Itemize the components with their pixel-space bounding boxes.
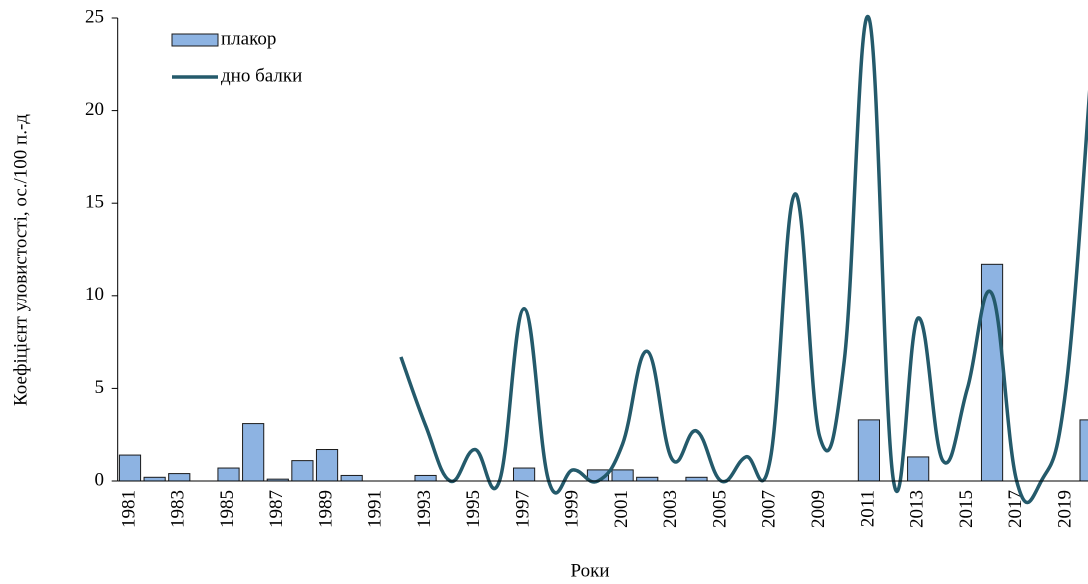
x-tick-label: 2009 <box>808 490 829 528</box>
y-tick-label: 20 <box>85 99 104 120</box>
x-tick-label: 1989 <box>315 490 336 528</box>
y-axis-title: Коефіцієнт уловистості, ос./100 п.-д <box>10 114 31 406</box>
x-tick-label: 1985 <box>217 490 238 528</box>
x-tick-label: 2001 <box>611 490 632 528</box>
x-tick-label: 1999 <box>562 490 583 528</box>
x-axis-title: Роки <box>571 560 610 581</box>
x-tick-label: 2003 <box>660 490 681 528</box>
x-tick-label: 1995 <box>463 490 484 528</box>
y-tick-label: 0 <box>95 469 105 490</box>
x-tick-label: 2015 <box>956 490 977 528</box>
bar <box>143 476 166 482</box>
x-tick-label: 2013 <box>907 490 928 528</box>
x-tick-label: 2011 <box>857 490 878 527</box>
x-tick-label: 2017 <box>1005 490 1026 528</box>
bar <box>685 476 708 482</box>
x-tick-label: 2005 <box>709 490 730 528</box>
bar <box>291 460 314 482</box>
x-tick-label: 1987 <box>266 490 287 528</box>
bar <box>611 469 634 482</box>
x-tick-label: 1981 <box>118 490 139 528</box>
x-tick-label: 1997 <box>512 490 533 528</box>
bar <box>1079 419 1088 482</box>
bar <box>512 467 536 482</box>
bar <box>118 454 142 482</box>
legend-label: плакор <box>221 28 276 49</box>
y-tick-label: 15 <box>85 192 104 213</box>
x-tick-label: 1993 <box>414 490 435 528</box>
x-tick-label: 2019 <box>1054 490 1075 528</box>
bar <box>242 423 265 482</box>
bar <box>907 456 930 482</box>
bar <box>636 476 659 482</box>
bar <box>340 474 363 482</box>
x-tick-label: 1991 <box>365 490 386 528</box>
y-tick-label: 10 <box>85 284 104 305</box>
x-tick-label: 1983 <box>168 490 189 528</box>
x-tick-label: 2007 <box>759 490 780 528</box>
y-tick-label: 5 <box>95 377 105 398</box>
line <box>399 14 1088 505</box>
legend-swatch <box>171 33 219 47</box>
bar <box>315 449 339 482</box>
bar <box>414 474 437 482</box>
bar <box>168 473 191 482</box>
bar <box>217 467 240 482</box>
legend-label: дно балки <box>221 65 302 86</box>
y-tick-label: 25 <box>85 6 104 27</box>
bar <box>857 419 880 482</box>
